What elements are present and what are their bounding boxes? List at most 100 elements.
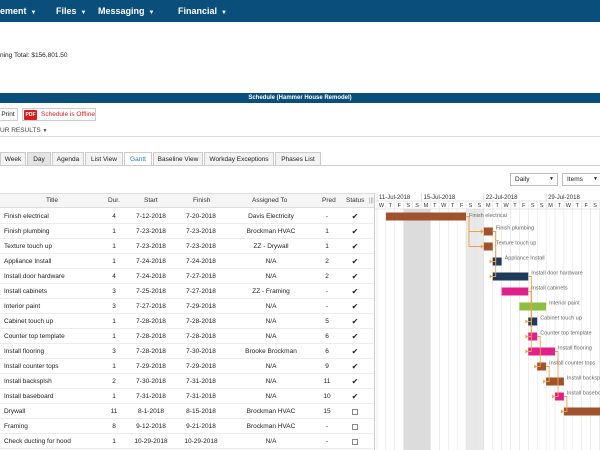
gantt-bar[interactable]: [555, 392, 564, 401]
schedule-title-bar: Schedule (Hammer House Remodel): [0, 93, 600, 103]
week-label: 29-Jul-2018: [548, 195, 580, 201]
table-row[interactable]: Cabinet touch up 1 7-28-2018 7-28-2018 N/A 5 ✔: [0, 314, 375, 329]
checkmark-icon[interactable]: ✔: [351, 272, 359, 281]
table-row[interactable]: Appliance Install 1 7-24-2018 7-24-2018 N/A 2…: [0, 254, 375, 269]
checkbox-unchecked[interactable]: [344, 404, 366, 419]
table-row[interactable]: Check ducting for hood 1 10-29-2018 10-29-2…: [0, 434, 375, 449]
gantt-bar[interactable]: [546, 377, 564, 386]
tab-agenda[interactable]: Agenda: [52, 152, 84, 166]
table-row[interactable]: Install baseboard 1 7-31-2018 7-31-2018 N/A 1…: [0, 389, 375, 404]
table-row[interactable]: Finish electrical 4 7-12-2018 7-20-2018 Davi…: [0, 209, 375, 224]
day-letter: T: [558, 203, 562, 209]
table-row[interactable]: Install counter tops 1 7-29-2018 7-29-2018 N…: [0, 359, 375, 374]
column-header-assigned-to[interactable]: Assigned To: [252, 197, 288, 204]
gantt-bar[interactable]: [537, 362, 547, 371]
running-total-label: ning Total:: [0, 52, 30, 59]
table-row[interactable]: Install cabinets 3 7-25-2018 7-27-2018 ZZ - …: [0, 284, 375, 299]
gantt-bar-label: Texture touch up: [496, 241, 537, 247]
column-header-status[interactable]: Status: [346, 197, 365, 204]
checkmark-icon[interactable]: ✔: [351, 362, 359, 371]
cell-pred: -: [325, 213, 329, 220]
cell-dur: 1: [112, 228, 116, 235]
cell-title: Texture touch up: [4, 243, 53, 250]
chevron-down-icon: ▼: [549, 176, 554, 182]
gantt-bar[interactable]: [528, 347, 555, 356]
cell-title: Install backsplsh: [4, 378, 52, 385]
checkmark-icon[interactable]: ✔: [351, 392, 359, 401]
nav-item-financial[interactable]: Financial ▼: [178, 0, 227, 22]
tab-gantt[interactable]: Gantt: [124, 152, 152, 166]
table-row[interactable]: Framing 8 9-12-2018 9-21-2018 Brockman HVAC -: [0, 419, 375, 434]
print-button[interactable]: Print: [0, 108, 18, 121]
scale-select[interactable]: Daily ▼: [510, 173, 558, 186]
checkmark-icon[interactable]: ✔: [351, 287, 359, 296]
schedule-offline-button[interactable]: PDF Schedule is Offline: [22, 108, 96, 121]
tab-week[interactable]: Week: [0, 152, 26, 166]
cell-pred: 6: [325, 333, 329, 340]
checkmark-icon[interactable]: ✔: [351, 317, 359, 326]
gantt-bar[interactable]: [385, 212, 466, 221]
day-letter: W: [441, 203, 447, 209]
day-letter: S: [406, 203, 410, 209]
checkmark-icon[interactable]: ✔: [351, 347, 359, 356]
checkmark-icon[interactable]: ✔: [351, 257, 359, 266]
table-row[interactable]: Install backsplsh 2 7-30-2018 7-31-2018 N/A 1…: [0, 374, 375, 389]
week-label: 11-Jul-2018: [379, 195, 411, 201]
column-header-title[interactable]: Title: [46, 197, 59, 204]
checkbox-unchecked[interactable]: [344, 434, 366, 449]
day-letter: S: [478, 203, 482, 209]
checkmark-icon[interactable]: ✔: [351, 212, 359, 221]
column-header-finish[interactable]: Finish: [193, 197, 211, 204]
gantt-bar[interactable]: [519, 302, 547, 311]
table-row[interactable]: Finish plumbing 1 7-23-2018 7-23-2018 Brockm…: [0, 224, 375, 239]
cell-start: 7-25-2018: [136, 288, 166, 295]
cell-assigned: N/A: [265, 258, 277, 265]
table-row[interactable]: Install flooring 3 7-28-2018 7-30-2018 Brook…: [0, 344, 375, 359]
gantt-divider[interactable]: [374, 193, 375, 450]
cell-finish: 7-29-2018: [186, 363, 216, 370]
gantt-bar[interactable]: [528, 317, 538, 326]
dependency-arrow-icon: [543, 379, 547, 384]
checkmark-icon[interactable]: ✔: [351, 242, 359, 251]
checkmark-icon[interactable]: ✔: [351, 332, 359, 341]
table-row[interactable]: Drywall 11 8-1-2018 8-15-2018 Brockman HVAC 1…: [0, 404, 375, 419]
cell-dur: 1: [112, 393, 116, 400]
table-row[interactable]: Counter top template 1 7-28-2018 7-28-2018 N…: [0, 329, 375, 344]
tab-baseline-view[interactable]: Baseline View: [153, 152, 203, 166]
nav-item-management[interactable]: ement ▼: [0, 0, 36, 22]
column-header-start[interactable]: Start: [144, 197, 158, 204]
day-letter: T: [451, 203, 455, 209]
table-row[interactable]: Texture touch up 1 7-23-2018 7-23-2018 ZZ - …: [0, 239, 375, 254]
table-row[interactable]: Install door hardware 4 7-24-2018 7-27-2018…: [0, 269, 375, 284]
gantt-bar[interactable]: [483, 242, 493, 251]
nav-item-messaging[interactable]: Messaging ▼: [98, 0, 154, 22]
cell-assigned: Davis Electricity: [248, 213, 294, 220]
checkbox-unchecked[interactable]: [344, 419, 366, 434]
column-header-duration[interactable]: Dur.: [108, 197, 120, 204]
cell-assigned: Brockman HVAC: [246, 408, 296, 415]
gantt-bar[interactable]: [563, 407, 600, 416]
dependency-link: [546, 366, 550, 382]
cell-finish: 7-23-2018: [186, 243, 216, 250]
checkmark-icon[interactable]: ✔: [351, 227, 359, 236]
tab-workday-exceptions[interactable]: Workday Exceptions: [204, 152, 274, 166]
checkmark-icon[interactable]: ✔: [351, 302, 359, 311]
gantt-bar[interactable]: [492, 272, 529, 281]
gantt-bar[interactable]: [483, 227, 493, 236]
column-header-predecessor[interactable]: Pred: [322, 197, 336, 204]
results-filter-toggle[interactable]: UR RESULTS ▼: [0, 127, 47, 134]
cell-dur: 1: [112, 333, 116, 340]
tab-list-view[interactable]: List View: [85, 152, 123, 166]
cell-assigned: N/A: [265, 273, 277, 280]
items-select[interactable]: Items ▼: [562, 173, 600, 186]
tab-day[interactable]: Day: [27, 152, 51, 166]
gantt-bar[interactable]: [528, 332, 538, 341]
tab-phases-list[interactable]: Phases List: [275, 152, 321, 166]
gantt-bar[interactable]: [492, 257, 502, 266]
gantt-bar-label: Install counter tops: [549, 361, 595, 367]
gantt-bar[interactable]: [501, 287, 529, 296]
checkmark-icon[interactable]: ✔: [351, 377, 359, 386]
table-row[interactable]: Interior paint 3 7-27-2018 7-29-2018 N/A - ✔: [0, 299, 375, 314]
column-resize-handle-icon[interactable]: |||: [369, 198, 374, 204]
nav-item-files[interactable]: Files ▼: [56, 0, 86, 22]
